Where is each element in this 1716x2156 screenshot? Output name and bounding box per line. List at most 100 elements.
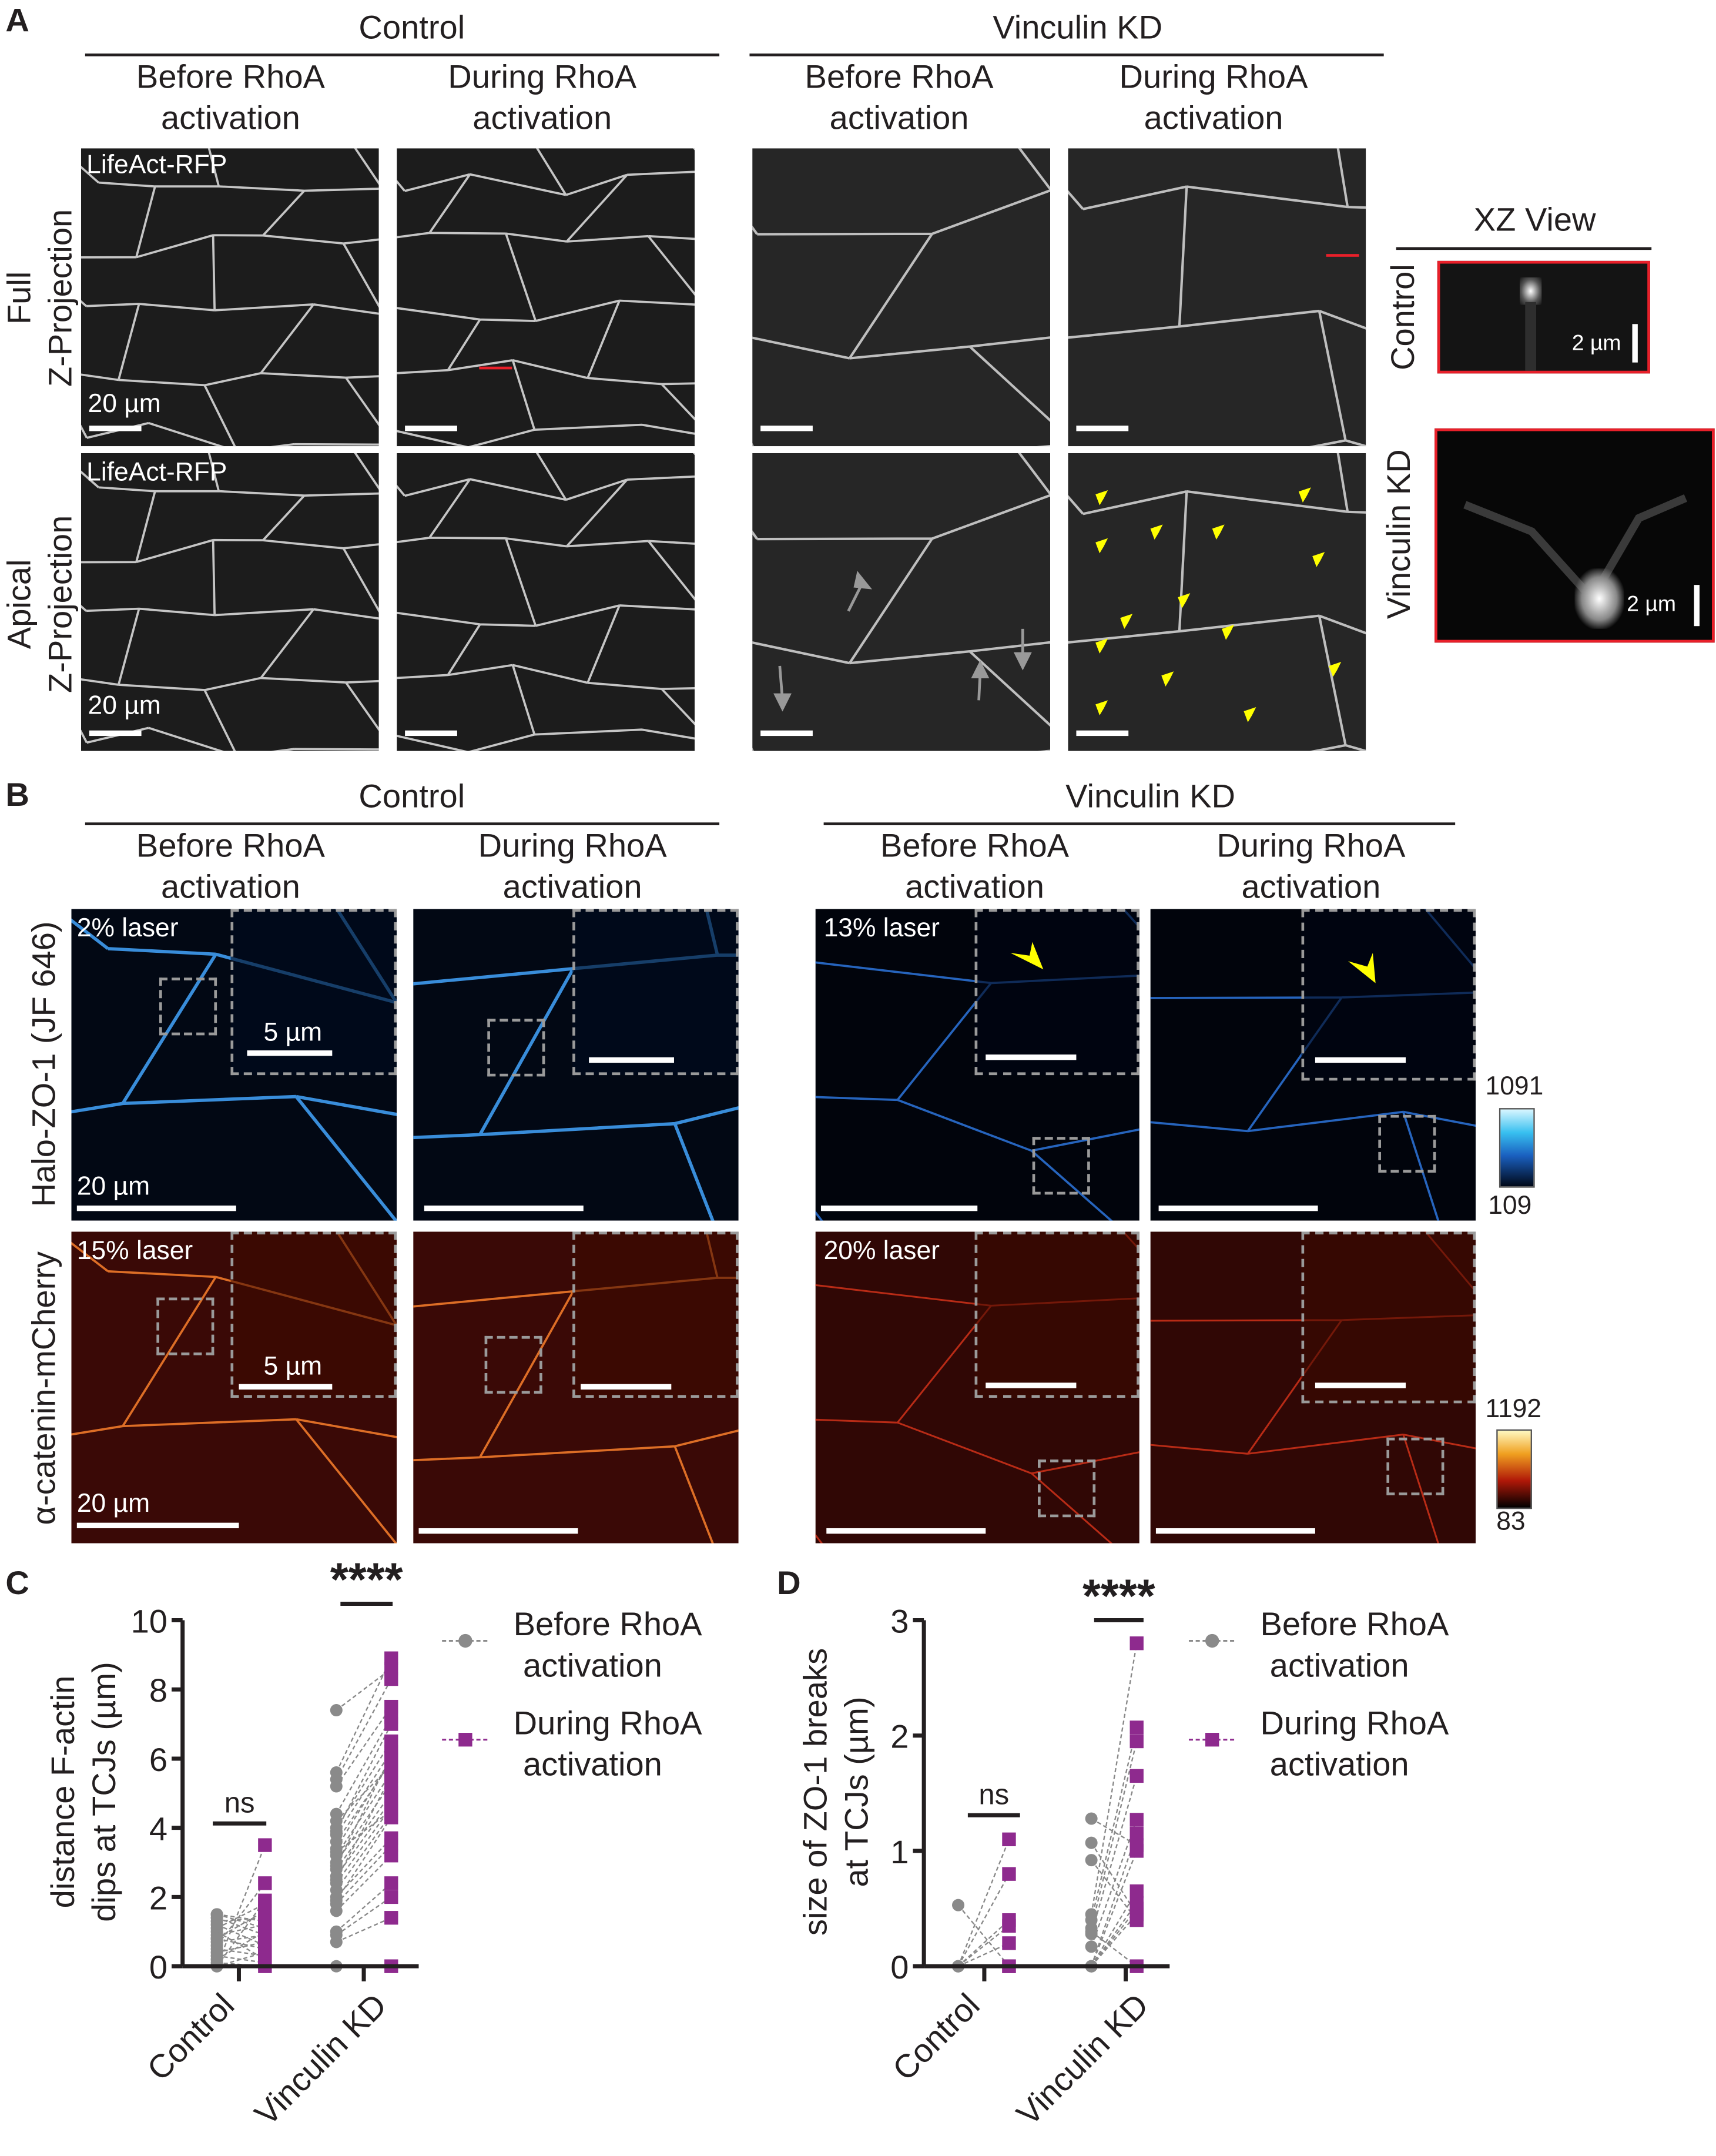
before-point xyxy=(330,1936,343,1949)
y-tick-label: 8 xyxy=(149,1672,167,1709)
micrograph-vkd-during-full xyxy=(1068,148,1366,447)
during-point xyxy=(258,1838,272,1852)
panel-d-label: D xyxy=(777,1565,801,1603)
during-point xyxy=(1002,1867,1016,1881)
during-point xyxy=(384,1672,398,1686)
during-point xyxy=(1130,1769,1144,1783)
xz-section-marker xyxy=(479,366,512,370)
micrograph-image xyxy=(1068,453,1366,751)
yellow-arrowhead-icon xyxy=(1095,538,1108,554)
pair-line xyxy=(336,1668,392,1711)
pair-line xyxy=(336,1917,392,1943)
pair-line xyxy=(336,1678,392,1780)
y-tick-label: 0 xyxy=(149,1949,167,1986)
panel-a-col-header: Before RhoA activation xyxy=(748,58,1050,140)
during-point xyxy=(258,1904,272,1918)
xz-scale-label: 2 µm xyxy=(1627,593,1677,617)
legend-label-line2: activation xyxy=(523,1745,662,1782)
pair-line xyxy=(1091,1914,1138,1967)
cell-junctions xyxy=(752,453,1051,751)
during-point xyxy=(1130,1844,1144,1858)
inset-scale-bar xyxy=(986,1054,1077,1060)
inset-scale-bar xyxy=(589,1057,674,1063)
during-point xyxy=(384,1662,398,1676)
during-point xyxy=(1130,1813,1144,1827)
panel-a-col-header: During RhoA activation xyxy=(1063,58,1365,140)
y-tick-label: 10 xyxy=(131,1603,167,1640)
channel-label: LifeAct-RFP xyxy=(86,150,227,180)
catenin-control-before: 15% laser 5 µm 20 µm xyxy=(71,1231,397,1544)
pair-line xyxy=(1090,1643,1138,1915)
image-background xyxy=(752,453,1051,751)
scale-bar xyxy=(826,1528,986,1534)
cell-junctions xyxy=(397,453,695,751)
inset-scale-bar xyxy=(1315,1382,1406,1388)
scale-bar xyxy=(1158,1206,1318,1211)
pair-line xyxy=(216,1934,266,1943)
before-point xyxy=(1085,1836,1098,1849)
micrograph-vkd-during-apical xyxy=(1068,453,1366,751)
pair-line xyxy=(1091,1859,1138,1921)
panel-a-vkd-title: Vinculin KD xyxy=(993,9,1163,47)
panel-a-control-divider xyxy=(85,53,720,56)
pair-line xyxy=(336,1896,392,1936)
yellow-arrowhead-icon xyxy=(1298,487,1311,503)
pair-line xyxy=(336,1751,392,1836)
scale-bar xyxy=(405,426,457,431)
micrograph-image xyxy=(752,148,1051,447)
panel-a-control-title: Control xyxy=(358,9,465,47)
yellow-arrowhead-icon xyxy=(1010,942,1044,970)
pair-line xyxy=(1090,1727,1138,1920)
inset-region-box xyxy=(1386,1437,1444,1495)
pair-line xyxy=(1091,1902,1138,1967)
before-point xyxy=(330,1825,343,1838)
image-background xyxy=(1068,453,1366,751)
pair-line xyxy=(957,1904,1010,1967)
cell-junctions xyxy=(752,148,1051,447)
colorbar-catenin-min: 83 xyxy=(1496,1507,1526,1536)
yellow-arrowhead-icon xyxy=(1120,614,1133,629)
yellow-arrowhead-icon xyxy=(1178,593,1191,608)
y-tick-label: 6 xyxy=(149,1741,167,1778)
legend-label-line1: Before RhoA xyxy=(514,1605,703,1642)
image-background xyxy=(81,453,379,751)
micrograph-control-before-apical: LifeAct-RFP 20 µm xyxy=(81,453,379,751)
legend-label-line1: During RhoA xyxy=(1260,1704,1449,1741)
pair-line xyxy=(957,1925,1010,1967)
before-point xyxy=(330,1780,343,1793)
zo1-control-during xyxy=(413,909,739,1221)
colorbar-zo1 xyxy=(1499,1108,1535,1188)
image-background xyxy=(81,148,379,447)
xz-scale-bar xyxy=(1694,585,1700,627)
during-point xyxy=(1130,1734,1144,1749)
scale-bar xyxy=(76,1522,239,1528)
cell-junctions xyxy=(1068,148,1366,447)
pair-line xyxy=(336,1772,392,1856)
inset-region-box xyxy=(484,1335,542,1394)
during-point xyxy=(258,1945,272,1960)
micrograph-control-during-apical xyxy=(397,453,695,751)
xz-section-marker xyxy=(1326,254,1359,257)
before-point xyxy=(1085,1940,1098,1953)
col-header-line2: activation xyxy=(829,100,969,138)
scale-bar xyxy=(1155,1528,1315,1534)
inset-zoom xyxy=(572,1231,739,1398)
legend-circle-icon xyxy=(1205,1633,1219,1648)
during-point xyxy=(1130,1636,1144,1651)
during-point xyxy=(258,1893,272,1907)
image-background xyxy=(752,148,1051,447)
pair-line xyxy=(216,1955,266,1964)
zo1-vkd-before: 13% laser xyxy=(815,909,1139,1221)
pair-line xyxy=(216,1951,266,1967)
during-point xyxy=(1002,1919,1016,1933)
laser-label: 13% laser xyxy=(823,914,940,943)
image-background xyxy=(397,148,695,447)
pair-line xyxy=(336,1817,392,1901)
y-tick-label: 1 xyxy=(890,1833,909,1870)
pair-line xyxy=(336,1806,392,1884)
xz-scale-label: 2 µm xyxy=(1571,332,1621,356)
col-header-line2: activation xyxy=(905,869,1044,906)
panel-b-control-title: Control xyxy=(358,778,465,816)
col-header-line2: activation xyxy=(1144,100,1283,138)
